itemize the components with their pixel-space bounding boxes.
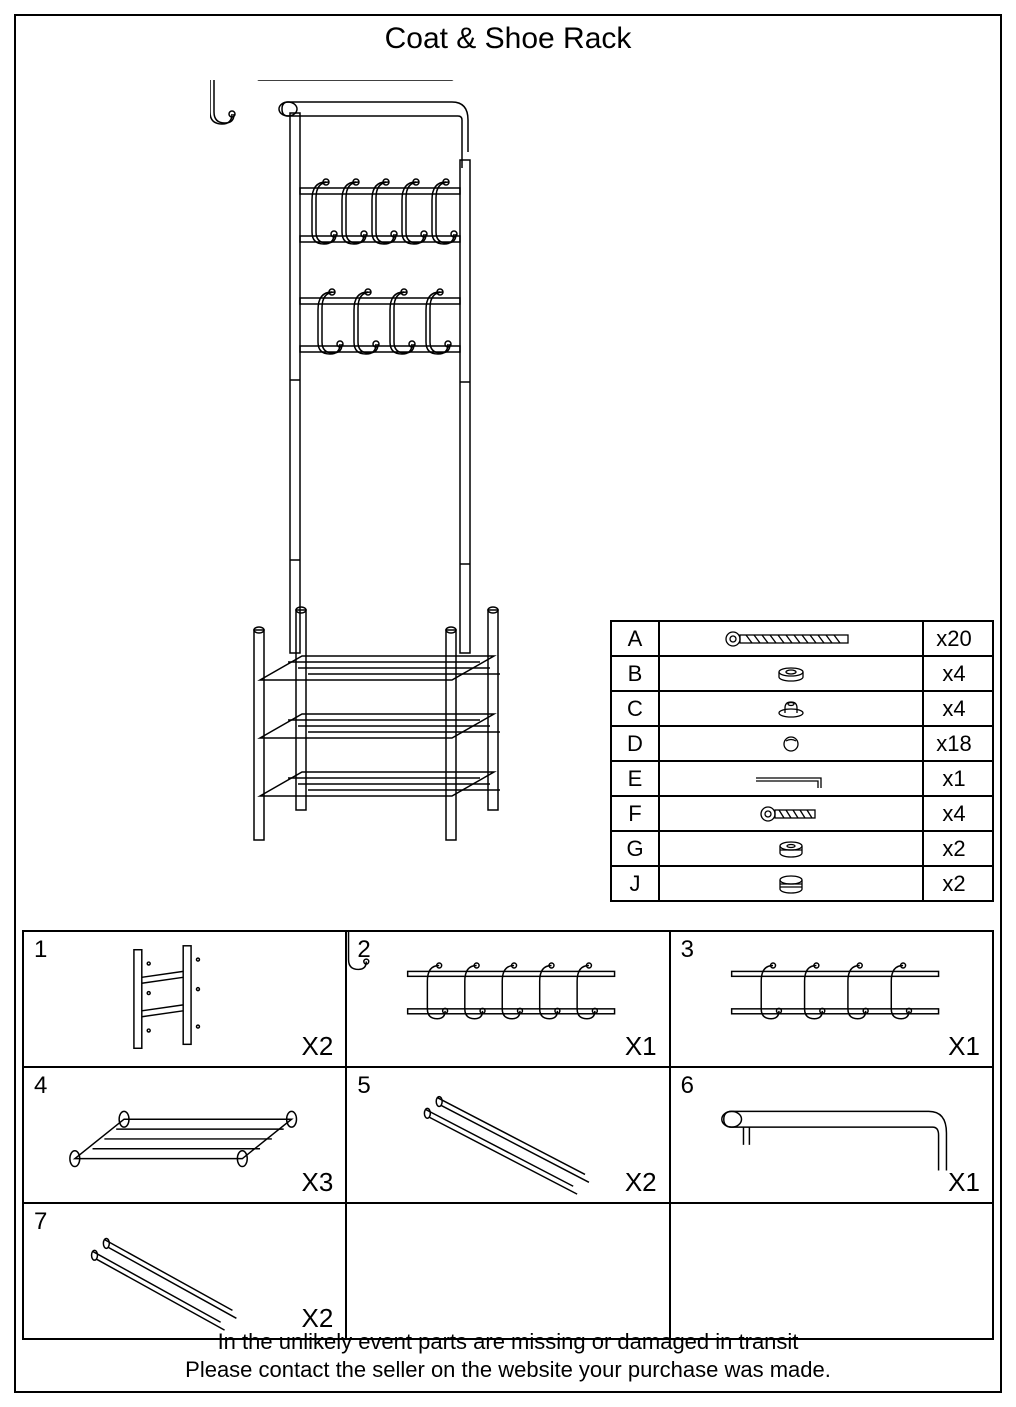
part-qty: X3 (302, 1167, 334, 1198)
hardware-table: A x20 B x4 C (610, 620, 994, 902)
part-cell: 4 X3 (24, 1068, 347, 1204)
part-qty: X1 (948, 1031, 980, 1062)
part-cell: 1 X2 (24, 932, 347, 1068)
spacer-icon (660, 867, 924, 902)
footer-note: In the unlikely event parts are missing … (0, 1328, 1016, 1385)
assembled-rack-illustration (210, 80, 530, 880)
hardware-qty: x2 (924, 867, 992, 902)
hardware-row: G x2 (612, 832, 992, 867)
side-frame-icon (24, 932, 345, 1066)
part-qty: X1 (948, 1167, 980, 1198)
hardware-qty: x4 (924, 692, 992, 727)
hardware-row: B x4 (612, 657, 992, 692)
cap-nut-icon (660, 692, 924, 727)
hardware-row: E x1 (612, 762, 992, 797)
hardware-id: D (612, 727, 660, 762)
washer-thick-icon (660, 832, 924, 867)
parts-grid: 1 X2 2 (22, 930, 994, 1340)
hardware-id: A (612, 622, 660, 657)
hardware-row: C x4 (612, 692, 992, 727)
hardware-qty: x4 (924, 657, 992, 692)
hole-plug-icon (660, 727, 924, 762)
part-qty: X2 (625, 1167, 657, 1198)
part-cell: 2 X1 (347, 932, 670, 1068)
screw-long-icon (660, 622, 924, 657)
hardware-id: E (612, 762, 660, 797)
part-cell: 6 X1 (671, 1068, 994, 1204)
allen-key-icon (660, 762, 924, 797)
bolt-short-icon (660, 797, 924, 832)
hardware-id: G (612, 832, 660, 867)
shelf-icon (24, 1068, 345, 1202)
top-bar-icon (671, 1068, 992, 1202)
hardware-qty: x20 (924, 622, 992, 657)
hardware-row: J x2 (612, 867, 992, 902)
hardware-row: F x4 (612, 797, 992, 832)
part-qty: X2 (302, 1031, 334, 1062)
page-title: Coat & Shoe Rack (0, 22, 1016, 56)
hook-bar-4-icon (671, 932, 992, 1066)
hardware-qty: x18 (924, 727, 992, 762)
hardware-row: A x20 (612, 622, 992, 657)
part-cell-empty (347, 1204, 670, 1340)
washer-icon (660, 657, 924, 692)
hardware-id: J (612, 867, 660, 902)
tubes-short-icon (24, 1204, 345, 1338)
part-cell: 3 X1 (671, 932, 994, 1068)
tubes-long-icon (347, 1068, 668, 1202)
hardware-row: D x18 (612, 727, 992, 762)
hardware-id: B (612, 657, 660, 692)
part-qty: X1 (625, 1031, 657, 1062)
part-cell-empty (671, 1204, 994, 1340)
hook-bar-5-icon (347, 932, 668, 1066)
hardware-qty: x4 (924, 797, 992, 832)
part-cell: 7 X2 (24, 1204, 347, 1340)
hardware-id: F (612, 797, 660, 832)
hardware-qty: x2 (924, 832, 992, 867)
part-cell: 5 X2 (347, 1068, 670, 1204)
hardware-qty: x1 (924, 762, 992, 797)
footer-line-1: In the unlikely event parts are missing … (0, 1328, 1016, 1357)
hardware-id: C (612, 692, 660, 727)
footer-line-2: Please contact the seller on the website… (0, 1356, 1016, 1385)
